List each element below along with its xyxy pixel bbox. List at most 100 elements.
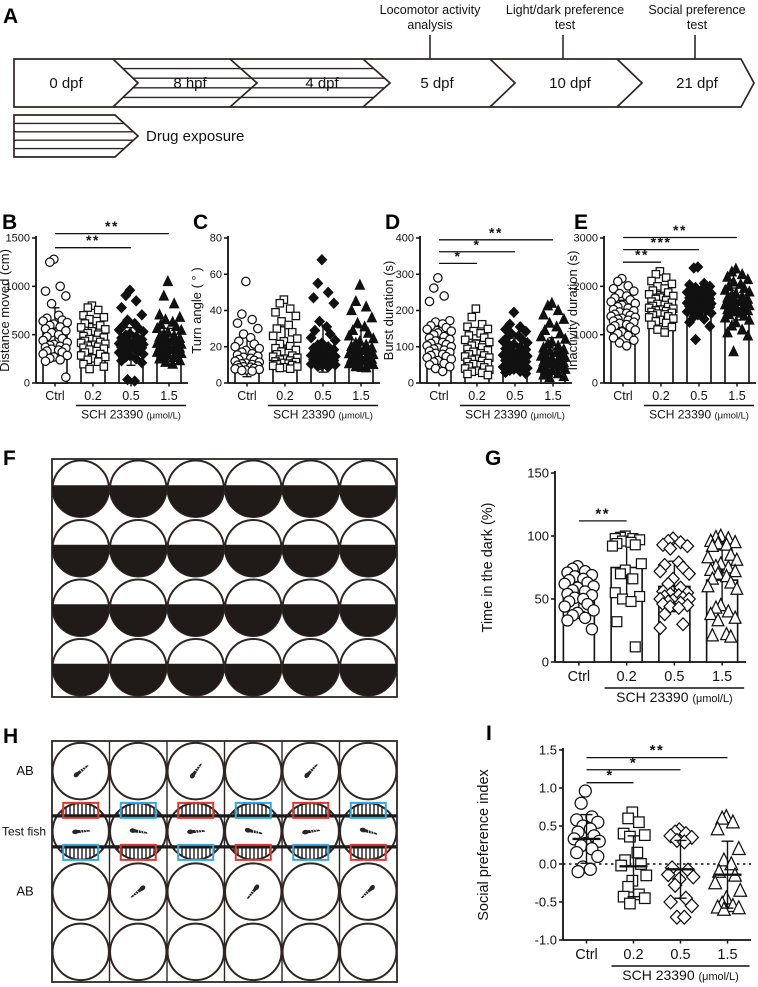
group-axis-label: SCH 23390 (μmol/L) <box>81 408 181 422</box>
zone-box-bottom-red <box>119 843 157 861</box>
significance-brackets: **** <box>586 742 728 784</box>
zone-box-top-red <box>62 801 100 819</box>
x-category-label: 1.5 <box>544 389 561 403</box>
stimulus-zone-bottom <box>114 846 162 860</box>
fish-icon <box>130 885 146 898</box>
well-half-dark <box>166 459 225 518</box>
row-label-ab-bottom: AB <box>16 884 33 899</box>
y-tick-label: 2000 <box>574 281 598 293</box>
scatter-group-Ctrl <box>558 560 600 636</box>
scatter-group-0.2 <box>460 304 494 380</box>
stimulus-zone-top <box>114 803 162 816</box>
y-tick-label: 80 <box>210 233 222 245</box>
x-category-label: 1.5 <box>160 389 177 403</box>
x-category-label: 0.5 <box>690 389 707 403</box>
stimulus-zone-bottom <box>172 846 220 860</box>
y-axis-title: Burst duration (s) <box>381 261 396 361</box>
well-half-dark <box>109 578 168 637</box>
scatter-group-1.5 <box>343 278 379 373</box>
significance-label: ** <box>650 742 665 759</box>
well-half-dark <box>281 638 340 697</box>
well <box>224 741 283 801</box>
group-axis-label: SCH 23390 (μmol/L) <box>273 408 373 422</box>
well <box>51 862 110 921</box>
fish-icon <box>244 827 263 835</box>
significance-label: ** <box>489 224 503 240</box>
chart-distance-moved: 0 500 1000 1500 Ctrl 0.2 0.5 1.5 Distance moved … <box>0 218 190 438</box>
well <box>281 922 340 982</box>
stimulus-zone-top <box>172 803 220 816</box>
scatter-group-0.2 <box>644 267 678 337</box>
y-tick-label: 500 <box>12 329 30 341</box>
well <box>166 922 225 982</box>
stage-label-5dpf: 5 dpf <box>420 75 454 92</box>
significance-brackets: ******* <box>623 222 737 263</box>
well <box>339 741 398 801</box>
well-half-dark <box>339 519 398 578</box>
fish-icon <box>72 829 91 835</box>
chart-time-in-dark: 0 50 100 150 Ctrl 0.2 0.5 1.5 Time in the dark (… <box>470 444 758 729</box>
chart-turn-angle: 0 20 40 60 80 Ctrl 0.2 0.5 1.5 Turn angle ( ° ) SC… <box>189 222 382 438</box>
x-category-label: 0.2 <box>623 947 643 963</box>
fish-icon <box>129 828 148 834</box>
panel-label-h: H <box>3 725 19 748</box>
x-category-label: Ctrl <box>575 947 598 963</box>
significance-label: ** <box>86 232 100 248</box>
y-tick-label: 100 <box>396 341 414 353</box>
stimulus-zone-bottom <box>229 846 277 860</box>
x-category-label: Ctrl <box>45 389 64 403</box>
fish-icon <box>302 829 321 835</box>
fish-icon <box>360 885 375 899</box>
drug-arrow-hatch <box>14 122 138 150</box>
well <box>51 922 110 982</box>
panel-label-f: F <box>3 447 16 470</box>
y-tick-label: 50 <box>535 591 549 606</box>
group-axis-label: SCH 23390 (μmol/L) <box>622 967 739 983</box>
scatter-group-0.5 <box>660 821 701 926</box>
well-half-dark <box>166 519 225 578</box>
scatter-group-0.2 <box>268 295 302 374</box>
y-tick-label: -0.5 <box>535 894 557 909</box>
stimulus-zone-bottom <box>287 846 335 860</box>
x-category-label: 0.2 <box>84 389 101 403</box>
fish-icon <box>246 884 260 899</box>
timeline-arrow <box>13 58 755 108</box>
y-tick-label: 1.5 <box>539 742 557 757</box>
well-half-dark <box>224 519 283 578</box>
stage-label-4dpf: 4 dpf <box>305 75 339 92</box>
well-half-dark <box>109 459 168 518</box>
scatter-group-Ctrl <box>606 273 641 351</box>
plate-f-svg <box>51 458 398 698</box>
stage-label-21dpf: 21 dpf <box>676 75 719 92</box>
plate-border <box>51 458 398 698</box>
group-axis-label: SCH 23390 (μmol/L) <box>616 689 733 705</box>
x-category-label: 0.5 <box>506 389 523 403</box>
group-axis-label: SCH 23390 (μmol/L) <box>649 408 749 422</box>
y-tick-label: -1.0 <box>535 932 557 947</box>
x-category-label: Ctrl <box>429 389 448 403</box>
drug-exposure-label: Drug exposure <box>146 128 244 145</box>
x-category-label: 0.2 <box>276 389 293 403</box>
zone-box-bottom-red <box>349 843 387 861</box>
well <box>109 862 168 921</box>
scatter-group-1.5 <box>701 527 744 643</box>
timeline-annotation-locomotor: Locomotor activity analysis <box>379 3 481 32</box>
significance-label: * <box>455 248 462 264</box>
row-label-ab-top: AB <box>16 763 33 778</box>
x-category-label: Ctrl <box>237 389 256 403</box>
y-tick-label: 3000 <box>574 233 598 245</box>
zone-box-bottom-blue <box>177 843 215 861</box>
fish-icon <box>359 827 378 835</box>
social-preference-plate-diagram: AB Test fish AB <box>0 726 440 987</box>
significance-label: * <box>606 767 613 784</box>
y-tick-label: 0 <box>542 654 549 669</box>
stimulus-zone-top <box>344 803 392 816</box>
zone-box-top-red <box>177 801 215 819</box>
scatter-group-0.2 <box>606 530 647 653</box>
scatter-group-0.5 <box>305 254 341 373</box>
significance-brackets: ** <box>578 505 627 522</box>
y-tick-label: 0 <box>592 378 598 390</box>
panel-label-e: E <box>574 211 589 234</box>
x-category-label: 0.2 <box>652 389 669 403</box>
fish-icon <box>304 764 318 778</box>
